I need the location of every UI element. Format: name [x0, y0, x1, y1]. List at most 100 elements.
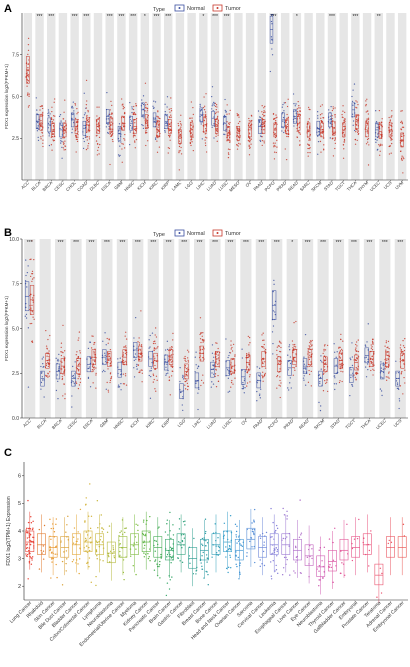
normal-point-skcm: [318, 401, 320, 404]
normal-point-cesc: [72, 374, 75, 377]
normal-point-gbm: [118, 129, 120, 131]
normal-point-prad: [282, 103, 284, 106]
tumor-point-dlbc: [98, 106, 100, 108]
tumor-point-lgg: [186, 375, 188, 377]
tumor-point-meso: [237, 135, 240, 138]
tumor-point-esca: [92, 359, 94, 361]
tumor-point-stad: [332, 155, 335, 157]
point-kidney-cancer: [143, 552, 145, 554]
tumor-point-ucs: [403, 346, 406, 349]
tumor-point-lusc: [229, 109, 231, 112]
significance-label: ***: [119, 14, 125, 20]
tumor-point-luad: [216, 106, 218, 108]
tumor-point-ucs: [404, 338, 406, 340]
normal-point-lusc: [228, 354, 230, 357]
legend-key-tumor: [212, 229, 223, 237]
tumor-point-kirc: [158, 135, 160, 137]
y-tick-label: 2.5: [12, 136, 19, 142]
tumor-point-kich: [139, 370, 141, 372]
tumor-point-cesc: [75, 354, 77, 356]
tumor-point-tgct: [344, 120, 346, 122]
significance-label: ***: [320, 240, 326, 246]
y-tick-label: 10.0: [9, 237, 19, 243]
tumor-point-ucec: [387, 346, 389, 348]
panel-c-label: C: [4, 447, 12, 459]
point-leukemia: [272, 552, 274, 555]
tumor-point-acc: [33, 277, 35, 279]
normal-point-gbm: [120, 141, 122, 143]
significance-label: ***: [336, 240, 342, 246]
normal-point-thca: [367, 368, 369, 371]
point-endometrial-uterine-cancer: [119, 543, 121, 545]
tumor-point-lgg: [190, 127, 192, 130]
point-lymphoma: [96, 558, 98, 560]
normal-point-chol: [71, 117, 73, 120]
point-neuroblastoma: [112, 548, 115, 551]
tumor-point-thca: [355, 116, 358, 118]
tumor-point-luad: [216, 123, 218, 126]
tumor-point-tgct: [355, 341, 358, 343]
tumor-point-kirc: [156, 140, 158, 142]
tumor-point-prad: [294, 360, 296, 362]
tumor-point-coad: [87, 145, 89, 147]
point-lymphoma: [102, 560, 104, 562]
category-band: [394, 239, 406, 418]
tumor-point-acc: [31, 322, 33, 325]
tumor-point-thca: [354, 143, 357, 145]
normal-point-lgg: [182, 374, 184, 377]
tumor-point-stad: [340, 363, 342, 365]
point-colon-colorectal-cancer: [85, 531, 88, 533]
point-cervical-cancer: [259, 565, 261, 568]
tumor-point-thca: [370, 369, 372, 372]
point-skin-cancer: [55, 518, 58, 520]
point-skin-cancer: [49, 518, 51, 521]
x-tick-label: LIHC: [191, 418, 201, 428]
point-kidney-cancer: [143, 547, 145, 549]
point-sarcoma: [254, 561, 256, 564]
tumor-point-brca: [52, 133, 54, 135]
normal-point-tgct: [351, 356, 354, 358]
tumor-point-prad: [294, 343, 296, 346]
tumor-point-thca: [356, 128, 358, 131]
tumor-point-ov: [248, 154, 251, 156]
tumor-point-paad: [261, 136, 263, 138]
tumor-point-stad: [331, 109, 334, 112]
point-bladder-cancer: [77, 563, 79, 565]
point-breast-cancer: [201, 537, 204, 540]
normal-point-prad: [282, 127, 284, 129]
tumor-point-brca: [51, 106, 53, 108]
tumor-point-gbm: [122, 108, 124, 110]
point-lung-cancer: [27, 499, 29, 502]
tumor-point-tgct: [355, 347, 357, 349]
normal-point-brca: [48, 132, 50, 134]
normal-point-pcpg: [271, 48, 273, 50]
box: [141, 530, 151, 553]
tumor-point-cesc: [75, 382, 78, 385]
point-neuroblastoma: [108, 555, 110, 558]
normal-point-read: [295, 103, 297, 105]
tumor-point-kich: [145, 129, 147, 131]
normal-point-read: [305, 384, 307, 386]
point-thyroid-cancer: [330, 566, 333, 569]
tumor-point-kich: [144, 104, 147, 106]
point-colon-colorectal-cancer: [84, 540, 87, 542]
tumor-point-coad: [85, 148, 88, 151]
category-band: [327, 13, 337, 180]
tumor-point-tgct: [343, 119, 345, 121]
normal-point-hnsc: [129, 101, 131, 104]
normal-point-lusc: [227, 356, 229, 359]
point-leukemia: [272, 559, 274, 562]
normal-point-lihc: [201, 138, 203, 140]
normal-point-pcpg: [269, 70, 271, 73]
tumor-point-hnsc: [125, 345, 127, 347]
point-brain-cancer: [172, 534, 175, 536]
category-band: [47, 13, 56, 180]
normal-point-prad: [289, 356, 292, 358]
tumor-point-prad: [287, 136, 290, 138]
point-skin-cancer: [50, 538, 52, 540]
tumor-point-prad: [286, 135, 288, 138]
point-bladder-cancer: [77, 531, 79, 533]
tumor-point-luad: [214, 375, 216, 378]
tumor-point-luad: [215, 108, 217, 111]
normal-point-luad: [211, 372, 213, 374]
